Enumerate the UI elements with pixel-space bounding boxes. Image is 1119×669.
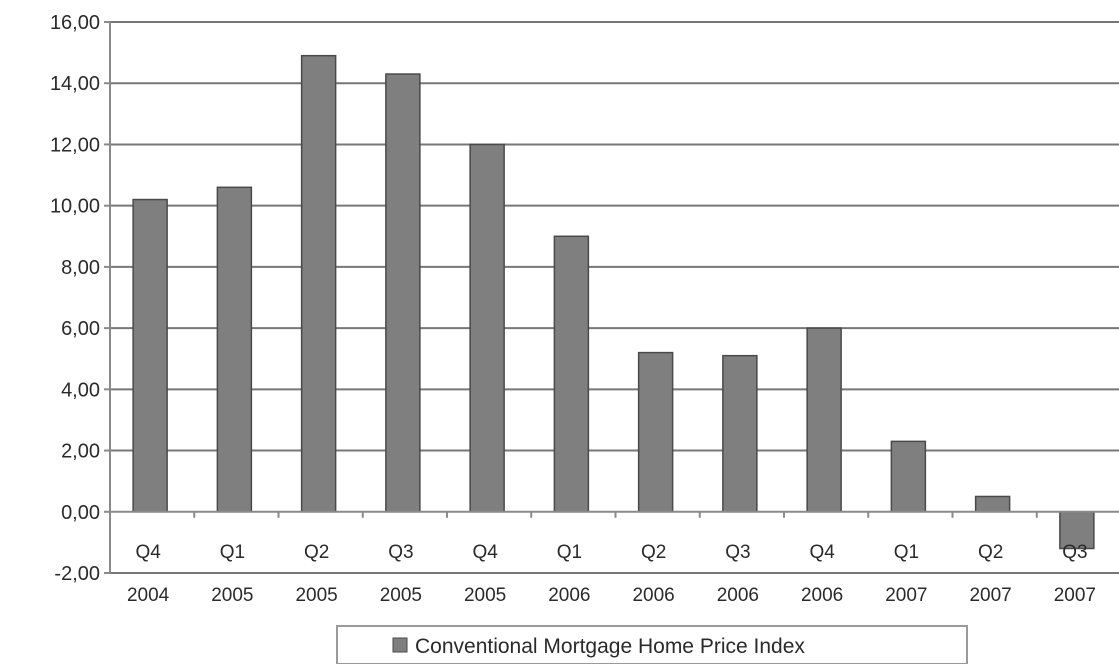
x-tick-label-quarter: Q2 <box>641 542 666 563</box>
x-tick-label-quarter: Q1 <box>557 542 582 563</box>
x-tick-label-quarter: Q2 <box>304 542 329 563</box>
y-tick-label: 0,00 <box>61 502 100 524</box>
grid-layer <box>110 21 1119 574</box>
legend-label: Conventional Mortgage Home Price Index <box>415 635 805 658</box>
x-tick-label-quarter: Q1 <box>220 542 245 563</box>
x-tick-label-quarter: Q3 <box>388 542 413 563</box>
bars-layer <box>132 54 1095 550</box>
x-tick-label-year: 2007 <box>885 585 927 606</box>
y-tick-label: 12,00 <box>50 134 100 156</box>
bar <box>806 327 842 513</box>
bar <box>385 73 421 513</box>
x-tick-label-year: 2007 <box>1054 585 1096 606</box>
x-tick-label-year: 2005 <box>211 585 253 606</box>
bar <box>469 143 505 513</box>
axis-layer <box>104 21 1119 574</box>
bar <box>890 440 927 513</box>
x-tick-label-quarter: Q3 <box>725 542 750 563</box>
y-tick-label: 4,00 <box>61 379 100 401</box>
x-tick-label-year: 2005 <box>464 585 506 606</box>
bar <box>132 198 168 513</box>
legend-box <box>336 625 968 665</box>
bar <box>974 495 1011 513</box>
x-tick-label-quarter: Q1 <box>894 542 919 563</box>
y-tick-label: 8,00 <box>61 257 100 279</box>
x-tick-label-year: 2005 <box>380 585 422 606</box>
legend-swatch <box>392 637 408 653</box>
bar <box>553 235 590 513</box>
x-tick-label-year: 2007 <box>969 585 1011 606</box>
x-tick-label-year: 2006 <box>632 585 674 606</box>
x-tick-label-quarter: Q2 <box>978 542 1003 563</box>
x-tick-label-quarter: Q4 <box>809 542 835 563</box>
x-tick-label-year: 2006 <box>801 585 843 606</box>
x-tick-label-year: 2006 <box>717 585 759 606</box>
y-tick-label: 2,00 <box>61 441 100 463</box>
x-tick-label-quarter: Q4 <box>135 542 161 563</box>
y-tick-label: 14,00 <box>50 73 100 95</box>
x-tick-label-year: 2004 <box>127 585 170 606</box>
y-tick-label: 6,00 <box>61 318 100 340</box>
x-axis-labels: Q4 2004 Q1 2005 Q2 2005 Q3 2005 Q4 2005 Q1 2006 Q2 20… <box>127 542 1096 606</box>
x-tick-label-year: 2006 <box>548 585 590 606</box>
y-tick-label: 10,00 <box>50 196 100 218</box>
x-tick-label-year: 2005 <box>295 585 337 606</box>
y-tick-label: -2,00 <box>54 563 100 585</box>
x-tick-label-quarter: Q3 <box>1062 542 1087 563</box>
bar <box>216 186 253 513</box>
y-tick-label: 16,00 <box>50 12 100 34</box>
y-axis-labels: 16,00 14,00 12,00 10,00 8,00 6,00 4,00 2,00 0,00… <box>50 12 100 585</box>
bar <box>722 354 758 513</box>
bar <box>637 351 674 513</box>
x-tick-label-quarter: Q4 <box>472 542 498 563</box>
bar <box>300 54 337 513</box>
legend: Conventional Mortgage Home Price Index <box>336 625 968 665</box>
